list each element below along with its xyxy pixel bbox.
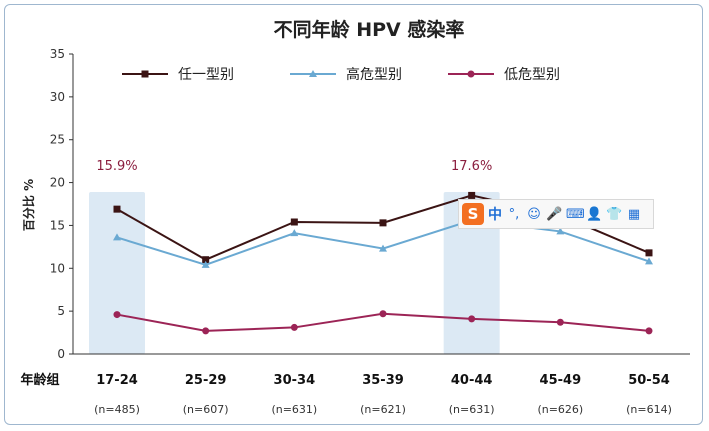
- shirt-icon[interactable]: 👕: [606, 206, 623, 222]
- data-point: [113, 233, 121, 241]
- y-tick-label: 5: [57, 304, 65, 318]
- data-point: [202, 327, 210, 335]
- highlight-band-17-24: [89, 192, 145, 354]
- legend: 任一型别 高危型别 低危型别: [122, 66, 560, 83]
- legend-label: 任一型别: [178, 67, 234, 83]
- series-2: [113, 216, 653, 268]
- mic-icon[interactable]: 🎤: [546, 206, 563, 222]
- sample-size-label: (n=626): [537, 403, 583, 416]
- ime-mode-button[interactable]: 中: [488, 207, 502, 223]
- data-point: [290, 218, 298, 226]
- highlight-band-40-44: [443, 192, 500, 354]
- x-tick-label: 17-24: [96, 373, 138, 388]
- legend-label: 低危型别: [504, 67, 560, 83]
- legend-marker: [467, 70, 475, 78]
- sample-size-label: (n=631): [271, 403, 317, 416]
- data-point: [645, 257, 653, 265]
- legend-label: 高危型别: [346, 66, 402, 83]
- data-point: [202, 256, 210, 264]
- data-point: [556, 318, 564, 326]
- sample-size-label: (n=621): [360, 403, 406, 416]
- y-tick-label: 25: [50, 133, 65, 147]
- y-tick-label: 20: [50, 176, 65, 190]
- y-tick-label: 0: [57, 347, 65, 361]
- sample-size-label: (n=485): [94, 403, 140, 416]
- y-tick-label: 15: [50, 218, 65, 232]
- highlight-label-17-24: 15.9%: [96, 159, 137, 174]
- data-point: [468, 315, 476, 323]
- keyboard-icon[interactable]: ⌨: [566, 206, 585, 222]
- x-tick-label: 50-54: [628, 373, 670, 388]
- data-point: [645, 249, 653, 257]
- x-tick-label: 40-44: [451, 373, 493, 388]
- grid-icon[interactable]: ▦: [627, 206, 641, 222]
- data-point: [468, 191, 476, 199]
- sample-size-label: (n=631): [449, 403, 495, 416]
- data-point: [379, 219, 387, 227]
- data-point: [379, 244, 387, 252]
- data-point: [290, 323, 298, 331]
- chart-title: 不同年龄 HPV 感染率: [274, 18, 465, 41]
- data-point: [645, 327, 653, 335]
- y-axis-label: 百分比 %: [21, 179, 36, 231]
- x-tick-label: 45-49: [540, 373, 582, 388]
- y-tick-label: 35: [50, 47, 65, 61]
- sample-size-label: (n=614): [626, 403, 672, 416]
- data-point: [290, 229, 299, 237]
- data-point: [113, 311, 121, 319]
- sample-size-label: (n=607): [183, 403, 229, 416]
- x-tick-label: 35-39: [362, 373, 404, 388]
- user-icon[interactable]: 👤: [586, 206, 603, 222]
- legend-marker: [141, 70, 149, 78]
- ime-toolbar[interactable]: S 中 °, ☺ 🎤 ⌨ 👤 👕 ▦: [458, 199, 654, 229]
- x-tick-label: 25-29: [185, 373, 227, 388]
- data-point: [201, 260, 210, 268]
- y-tick-label: 30: [50, 90, 65, 104]
- x-tick-label: 30-34: [274, 373, 316, 388]
- axes: 0 5 10 15 20 25 30 35 17-24 (n=485) 25-29 (n=607) 30…: [50, 47, 690, 416]
- data-point: [379, 310, 387, 318]
- sogou-logo-icon[interactable]: S: [462, 203, 484, 225]
- highlight-layer: 15.9% 17.6%: [89, 159, 500, 354]
- data-point: [113, 205, 121, 213]
- y-tick-label: 10: [50, 261, 65, 275]
- punctuation-button[interactable]: °,: [508, 206, 520, 222]
- series-3: [113, 310, 653, 335]
- x-axis-label: 年龄组: [20, 372, 59, 388]
- data-point: [556, 227, 565, 235]
- legend-marker: [309, 70, 317, 77]
- smile-icon[interactable]: ☺: [527, 206, 541, 222]
- highlight-label-40-44: 17.6%: [451, 159, 492, 174]
